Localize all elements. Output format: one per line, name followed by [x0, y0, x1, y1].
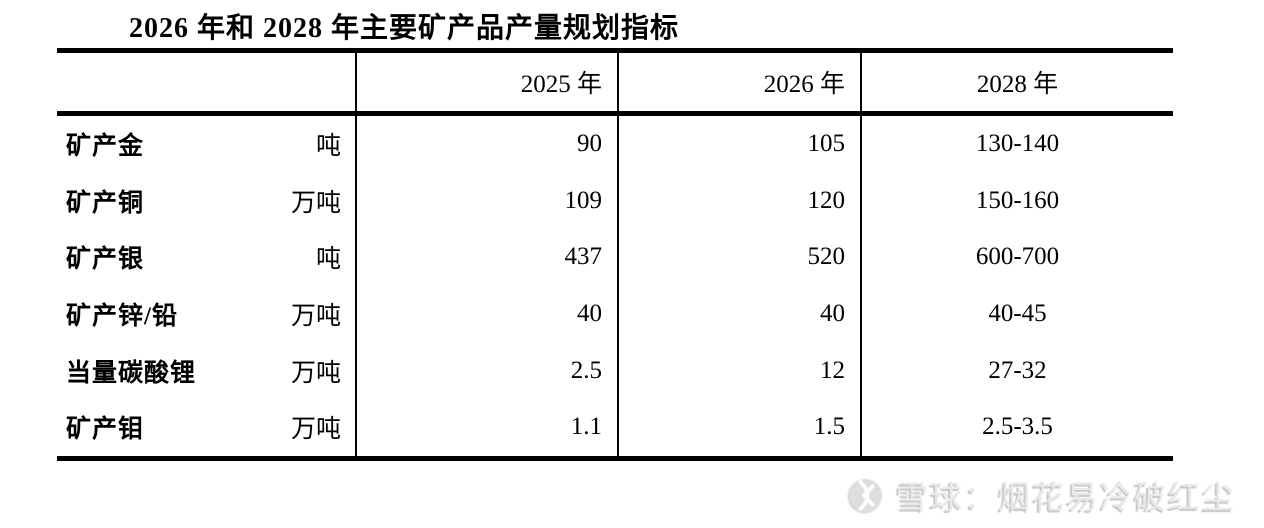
value-2025: 1.1	[355, 398, 617, 456]
value-2025: 40	[355, 285, 617, 343]
table-header-row: 2025 年 2026 年 2028 年	[57, 53, 1173, 116]
table-row: 矿产锌/铅 万吨 40 40 40-45	[57, 285, 1173, 343]
table-row: 矿产金 吨 90 105 130-140	[57, 116, 1173, 173]
value-2026: 105	[617, 116, 860, 173]
row-label: 矿产银	[66, 246, 145, 274]
row-unit: 吨	[315, 246, 341, 274]
value-2026: 1.5	[617, 398, 860, 456]
row-label: 当量碳酸锂	[66, 359, 197, 387]
table-row: 矿产银 吨 437 520 600-700	[57, 229, 1173, 286]
value-2028: 2.5-3.5	[860, 398, 1173, 456]
product-cell: 矿产金 吨	[57, 116, 355, 173]
value-2028: 130-140	[860, 116, 1173, 173]
table-row: 当量碳酸锂 万吨 2.5 12 27-32	[57, 342, 1173, 399]
product-cell: 矿产锌/铅 万吨	[57, 286, 355, 343]
value-2026: 120	[617, 172, 860, 230]
production-table: 2025 年 2026 年 2028 年 矿产金 吨 90 105 130-14…	[57, 48, 1173, 461]
row-unit: 吨	[315, 133, 341, 161]
value-2026: 520	[617, 229, 860, 286]
watermark: 雪球：烟花易冷破红尘	[847, 472, 1236, 518]
value-2025: 90	[355, 116, 617, 173]
row-label: 矿产钼	[66, 416, 145, 444]
row-unit: 万吨	[290, 189, 341, 217]
row-label: 矿产锌/铅	[66, 303, 178, 331]
page-title: 2026 年和 2028 年主要矿产品产量规划指标	[129, 13, 680, 44]
watermark-text: 雪球：烟花易冷破红尘	[895, 479, 1236, 515]
table-row: 矿产铜 万吨 109 120 150-160	[57, 172, 1173, 230]
value-2025: 437	[355, 229, 617, 286]
product-cell: 矿产铜 万吨	[57, 173, 355, 230]
table-row: 矿产钼 万吨 1.1 1.5 2.5-3.5	[57, 398, 1173, 456]
product-cell: 当量碳酸锂 万吨	[57, 342, 355, 399]
table-body: 矿产金 吨 90 105 130-140 矿产铜 万吨 109 120 150-…	[57, 116, 1173, 456]
header-2026: 2026 年	[617, 53, 860, 111]
row-label: 矿产铜	[66, 189, 145, 217]
value-2025: 109	[355, 172, 617, 230]
row-unit: 万吨	[290, 416, 341, 444]
header-product	[57, 53, 355, 111]
value-2026: 40	[617, 285, 860, 343]
value-2026: 12	[617, 342, 860, 399]
value-2025: 2.5	[355, 342, 617, 399]
row-unit: 万吨	[290, 359, 341, 387]
value-2028: 150-160	[860, 172, 1173, 230]
value-2028: 27-32	[860, 342, 1173, 399]
value-2028: 600-700	[860, 229, 1173, 286]
row-label: 矿产金	[66, 133, 145, 161]
header-2025: 2025 年	[355, 53, 617, 111]
product-cell: 矿产钼 万吨	[57, 399, 355, 456]
header-2028: 2028 年	[860, 53, 1173, 111]
row-unit: 万吨	[290, 303, 341, 331]
xueqiu-snowball-icon	[847, 477, 884, 514]
value-2028: 40-45	[860, 285, 1173, 343]
product-cell: 矿产银 吨	[57, 229, 355, 286]
